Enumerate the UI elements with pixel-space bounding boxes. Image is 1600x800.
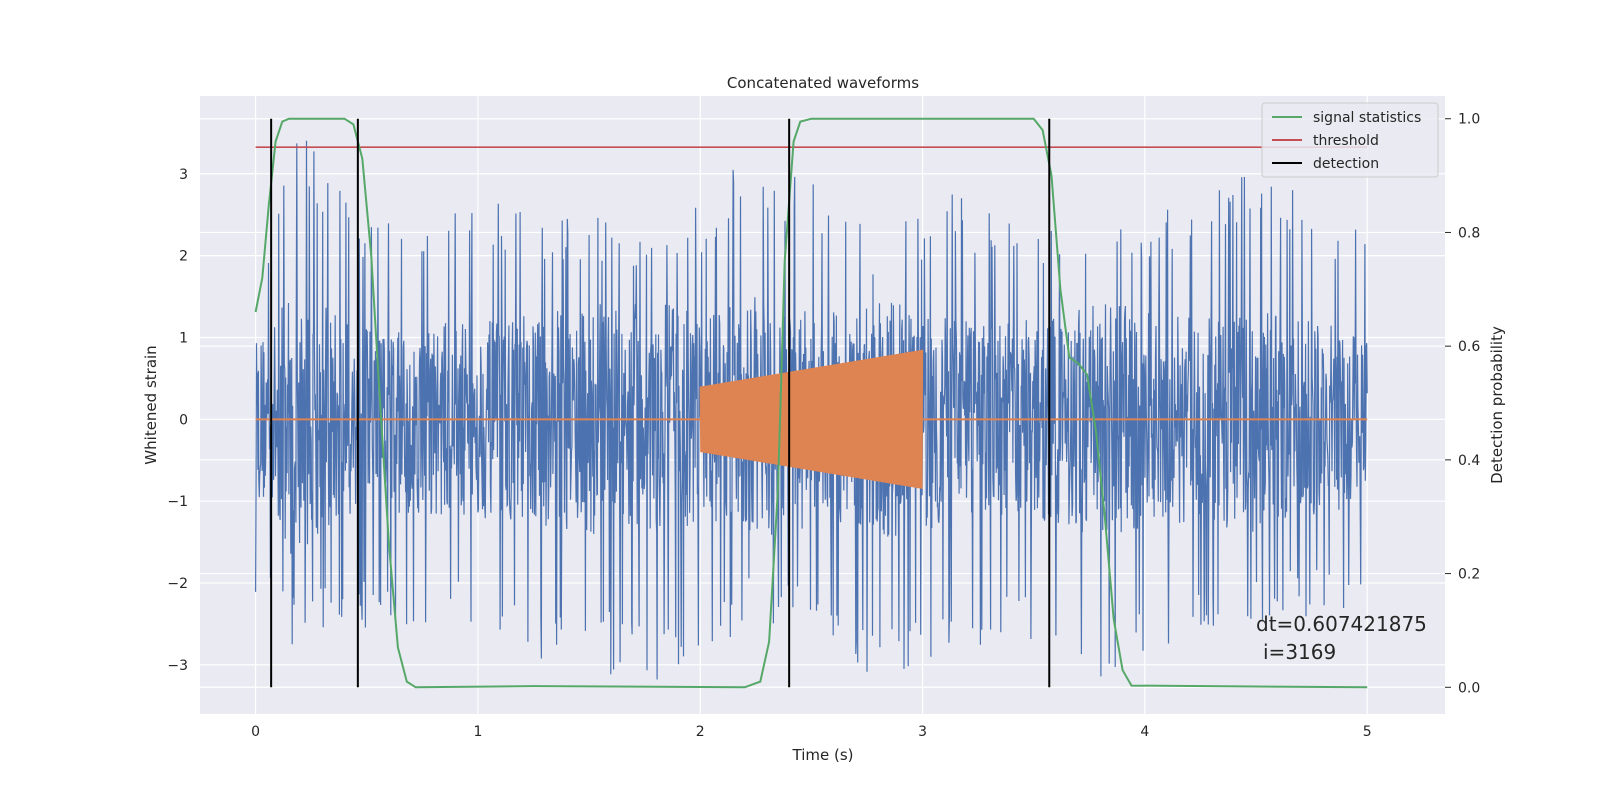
x-axis-label: Time (s) (792, 746, 854, 764)
x-tick-label: 0 (251, 724, 260, 740)
y-axis-label: Whitened strain (142, 345, 160, 464)
legend-label-signal-statistics: signal statistics (1313, 110, 1421, 126)
data-layer (254, 117, 1368, 689)
x-tick-label: 4 (1140, 724, 1149, 740)
y2-tick-label: 0.2 (1458, 567, 1480, 583)
y2-axis-label: Detection probability (1488, 326, 1506, 484)
chart-title: Concatenated waveforms (727, 74, 919, 92)
y-tick-label: 1 (179, 330, 188, 346)
y2-tick-label: 0.0 (1458, 680, 1480, 696)
x-tick-label: 2 (696, 724, 705, 740)
legend-label-threshold: threshold (1313, 133, 1379, 149)
axis-ticks: 0 1 2 3 4 5 −3 −2 −1 0 1 2 3 0.0 0.2 0.4 0.6 0.8 1.0 (167, 112, 1480, 740)
y2-tick-label: 0.4 (1458, 453, 1480, 469)
x-tick-label: 5 (1363, 724, 1372, 740)
y2-tick-label: 1.0 (1458, 112, 1480, 128)
y-tick-label: −1 (167, 494, 188, 510)
legend-label-detection: detection (1313, 156, 1379, 172)
y-tick-label: −3 (167, 658, 188, 674)
y2-tick-label: 0.8 (1458, 225, 1480, 241)
x-tick-label: 3 (918, 724, 927, 740)
annotation-i: i=3169 (1263, 640, 1336, 664)
y2-tick-label: 0.6 (1458, 339, 1480, 355)
y-tick-label: 2 (179, 249, 188, 265)
legend-box (1261, 102, 1439, 178)
annotation-dt: dt=0.607421875 (1256, 612, 1427, 636)
injected-signal-chirp (699, 349, 924, 489)
noise-series-line (255, 140, 1368, 680)
legend: signal statistics threshold detection (1261, 102, 1439, 178)
signal-statistics-line (254, 117, 1368, 689)
y-tick-label: 3 (179, 167, 188, 183)
y-tick-label: −2 (167, 576, 188, 592)
x-tick-label: 1 (473, 724, 482, 740)
y-tick-label: 0 (179, 412, 188, 428)
